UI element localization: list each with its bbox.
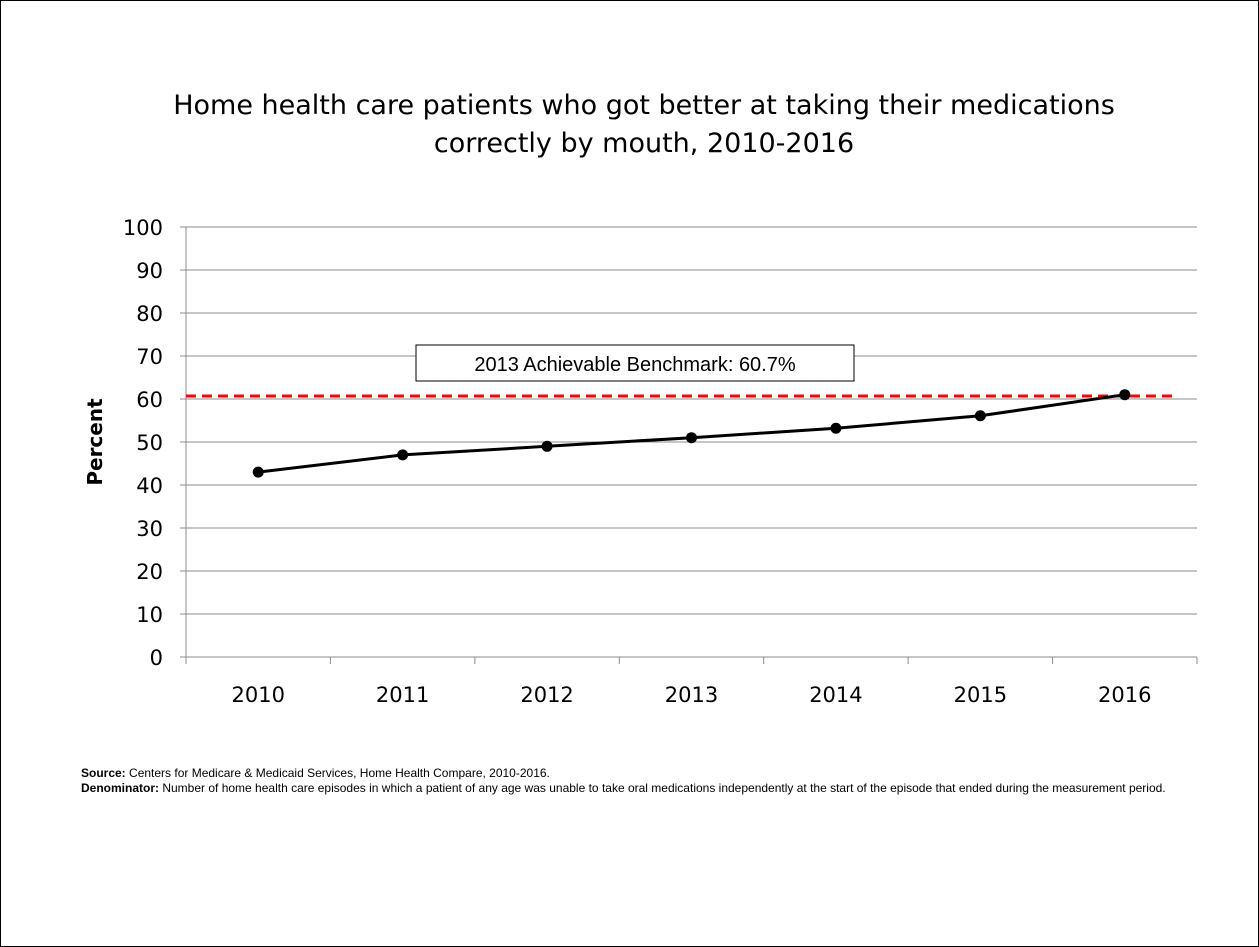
- x-tick-labels: 2010 2011 2012 2013 2014 2015 2016: [231, 683, 1151, 707]
- x-tick-label-2015: 2015: [954, 683, 1007, 707]
- x-tick-label-2016: 2016: [1098, 683, 1151, 707]
- x-tick-label-2010: 2010: [231, 683, 284, 707]
- y-tick-labels: 0 10 20 30 40 50 60 70 80 90 100: [123, 216, 163, 670]
- chart-notes: Source: Centers for Medicare & Medicaid …: [81, 766, 1201, 796]
- source-label: Source:: [81, 766, 126, 780]
- y-tick-label-80: 80: [136, 302, 163, 326]
- data-point-2016: [1119, 389, 1131, 401]
- x-tick-label-2014: 2014: [809, 683, 862, 707]
- data-point-2015: [974, 410, 986, 422]
- chart-title-line-2: correctly by mouth, 2010-2016: [434, 128, 854, 159]
- data-point-2012: [541, 440, 553, 452]
- denominator-label: Denominator:: [81, 781, 159, 795]
- y-tick-label-70: 70: [136, 345, 163, 369]
- y-tick-label-50: 50: [136, 431, 163, 455]
- y-tick-label-20: 20: [136, 560, 163, 584]
- y-tick-label-0: 0: [150, 646, 163, 670]
- denominator-text: Number of home health care episodes in w…: [159, 781, 1166, 795]
- series-group: [252, 389, 1131, 478]
- x-tick-label-2012: 2012: [520, 683, 573, 707]
- data-point-2013: [686, 432, 697, 444]
- data-point-2010: [252, 466, 264, 478]
- denominator-note: Denominator: Number of home health care …: [81, 781, 1201, 796]
- y-tick-label-90: 90: [136, 259, 163, 283]
- axes: [185, 227, 1198, 664]
- y-tick-label-40: 40: [136, 474, 163, 498]
- benchmark-box: [415, 344, 855, 382]
- x-tick-label-2011: 2011: [376, 683, 429, 707]
- benchmark-label: 2013 Achievable Benchmark: 60.7%: [474, 354, 796, 376]
- y-axis-label: Percent: [83, 398, 107, 486]
- y-tick-label-100: 100: [123, 216, 163, 240]
- y-tick-label-10: 10: [136, 603, 163, 627]
- benchmark-group: 2013 Achievable Benchmark: 60.7%: [186, 344, 1177, 398]
- x-tick-label-2013: 2013: [665, 683, 718, 707]
- source-text: Centers for Medicare & Medicaid Services…: [125, 766, 550, 780]
- y-tick-label-30: 30: [136, 517, 163, 541]
- source-note: Source: Centers for Medicare & Medicaid …: [81, 766, 1201, 781]
- data-point-2011: [397, 449, 409, 461]
- data-point-2014: [830, 422, 842, 434]
- chart-title-line-1: Home health care patients who got better…: [173, 90, 1115, 121]
- y-tick-label-60: 60: [136, 388, 163, 412]
